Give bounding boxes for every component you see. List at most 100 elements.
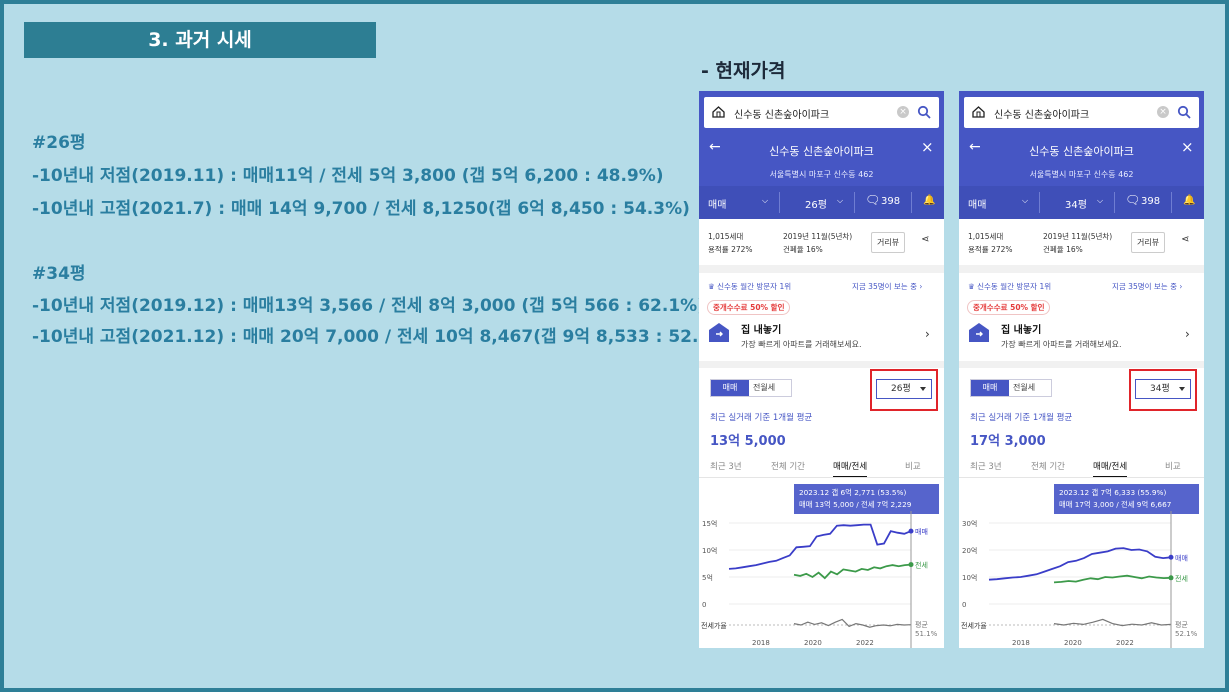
complex-info: 1,015세대 용적률 272% 2019년 11월(5년차) 건폐율 16% … bbox=[959, 223, 1204, 265]
comment-icon[interactable]: 🗨 bbox=[1125, 193, 1141, 207]
house-sell-icon bbox=[709, 323, 729, 342]
size-dropdown[interactable]: 26평 bbox=[876, 379, 932, 399]
trade-label: 매매 bbox=[1175, 554, 1188, 562]
home-icon[interactable] bbox=[712, 106, 725, 118]
filter-bar: 매매 ⌵ 26평 ⌵ 🗨 398 🔔 bbox=[699, 186, 944, 219]
tab-compare[interactable]: 비교 bbox=[1165, 462, 1181, 472]
tooltip-prices: 매매 17억 3,000 / 전세 9억 6,667 bbox=[1059, 500, 1172, 509]
y-tick-label: 10억 bbox=[702, 547, 717, 555]
back-arrow-icon[interactable]: ← bbox=[709, 139, 721, 155]
clear-icon[interactable]: × bbox=[897, 106, 909, 118]
caret-down-icon bbox=[1179, 387, 1185, 391]
search-input[interactable]: 신수동 신촌숲아이파크 bbox=[994, 110, 1090, 121]
chevron-down-icon[interactable]: ⌵ bbox=[1022, 196, 1029, 205]
trade-series-line bbox=[728, 523, 912, 570]
ratio-value: 52.1% bbox=[1175, 630, 1198, 638]
street-view-button[interactable]: 거리뷰 bbox=[871, 232, 906, 253]
search-bar[interactable]: 신수동 신촌숲아이파크 × bbox=[704, 97, 939, 128]
search-icon[interactable] bbox=[917, 105, 931, 119]
chevron-right-icon[interactable]: › bbox=[1185, 327, 1190, 341]
price-basis: 최근 실거래 기준 1개월 평균 bbox=[970, 413, 1073, 423]
street-view-button[interactable]: 거리뷰 bbox=[1131, 232, 1166, 253]
sell-home-title[interactable]: 집 내놓기 bbox=[1001, 325, 1042, 336]
ratio-series-line bbox=[1053, 618, 1172, 627]
y-tick-label: 0 bbox=[702, 601, 706, 609]
tab-trade-jeonse[interactable]: 매매/전세 bbox=[1093, 460, 1128, 478]
comment-icon[interactable]: 🗨 bbox=[865, 193, 881, 207]
app-header: 신수동 신촌숲아이파크 × ← 신수동 신촌숲아이파크 × 서울특별시 마포구 … bbox=[959, 91, 1204, 219]
ratio-axis-label: 전세가율 bbox=[701, 621, 727, 630]
visitor-rank[interactable]: ♛ 신수동 월간 방문자 1위 bbox=[968, 282, 1052, 291]
deal-type-select[interactable]: 매매 bbox=[708, 200, 727, 211]
y-tick-label: 20억 bbox=[962, 547, 977, 555]
chart-tabs: 최근 3년 전체 기간 매매/전세 비교 bbox=[959, 458, 1204, 478]
close-icon[interactable]: × bbox=[1181, 138, 1194, 156]
viewing-now[interactable]: 지금 35명이 보는 중 › bbox=[852, 282, 923, 291]
close-icon[interactable]: × bbox=[921, 138, 934, 156]
share-icon[interactable]: ⋖ bbox=[921, 234, 930, 245]
y-tick-label: 0 bbox=[962, 601, 966, 609]
ratio-value: 51.1% bbox=[915, 630, 938, 638]
visitor-rank[interactable]: ♛ 신수동 월간 방문자 1위 bbox=[708, 282, 792, 291]
price-basis: 최근 실거래 기준 1개월 평균 bbox=[710, 413, 813, 423]
deal-segment: 매매 전월세 bbox=[970, 379, 1052, 397]
note-26-low: -10년내 저점(2019.11) : 매매11억 / 전세 5억 3,800 … bbox=[32, 166, 664, 186]
tab-recent-3y[interactable]: 최근 3년 bbox=[710, 462, 742, 472]
size-dropdown[interactable]: 34평 bbox=[1135, 379, 1191, 399]
tab-recent-3y[interactable]: 최근 3년 bbox=[970, 462, 1002, 472]
chart-tabs: 최근 3년 전체 기간 매매/전세 비교 bbox=[699, 458, 944, 478]
y-tick-label: 10억 bbox=[962, 574, 977, 582]
bell-icon[interactable]: 🔔 bbox=[923, 195, 936, 206]
crown-icon: ♛ bbox=[968, 282, 978, 291]
size-dropdown-highlight: 34평 bbox=[1129, 369, 1197, 411]
chevron-down-icon[interactable]: ⌵ bbox=[1097, 196, 1104, 205]
sell-home-subtitle: 가장 빠르게 아파트를 거래해보세요. bbox=[741, 340, 862, 349]
tab-all-period[interactable]: 전체 기간 bbox=[771, 462, 805, 472]
tab-trade-jeonse[interactable]: 매매/전세 bbox=[833, 460, 868, 478]
ratio-label: 평균 bbox=[1175, 620, 1188, 629]
segment-trade[interactable]: 매매 bbox=[971, 380, 1009, 396]
avg-price: 17억 3,000 bbox=[970, 434, 1046, 449]
deal-type-select[interactable]: 매매 bbox=[968, 200, 987, 211]
chevron-down-icon[interactable]: ⌵ bbox=[762, 196, 769, 205]
tab-all-period[interactable]: 전체 기간 bbox=[1031, 462, 1065, 472]
floor-area-ratio: 용적률 272% bbox=[708, 245, 753, 254]
segment-rent[interactable]: 전월세 bbox=[1013, 383, 1036, 392]
segment-trade[interactable]: 매매 bbox=[711, 380, 749, 396]
segment-rent[interactable]: 전월세 bbox=[753, 383, 776, 392]
share-icon[interactable]: ⋖ bbox=[1181, 234, 1190, 245]
chart-tooltip: 2023.12 갭 6억 2,771 (53.5%) 매매 13억 5,000 … bbox=[794, 484, 939, 514]
search-icon[interactable] bbox=[1177, 105, 1191, 119]
complex-info: 1,015세대 용적률 272% 2019년 11월(5년차) 건폐율 16% … bbox=[699, 223, 944, 265]
search-bar[interactable]: 신수동 신촌숲아이파크 × bbox=[964, 97, 1199, 128]
comment-count[interactable]: 398 bbox=[1141, 196, 1161, 207]
bell-icon[interactable]: 🔔 bbox=[1183, 195, 1196, 206]
y-tick-label: 5억 bbox=[702, 574, 713, 582]
chevron-down-icon[interactable]: ⌵ bbox=[837, 196, 844, 205]
sell-home-title[interactable]: 집 내놓기 bbox=[741, 325, 782, 336]
jeonse-end-dot bbox=[908, 562, 914, 568]
chart-tooltip: 2023.12 갭 7억 6,333 (55.9%) 매매 17억 3,000 … bbox=[1054, 484, 1199, 514]
home-icon[interactable] bbox=[972, 106, 985, 118]
size-dropdown-highlight: 26평 bbox=[870, 369, 938, 411]
clear-icon[interactable]: × bbox=[1157, 106, 1169, 118]
jeonse-series-line bbox=[793, 563, 912, 580]
built-date: 2019년 11월(5년차) bbox=[783, 232, 853, 241]
built-date: 2019년 11월(5년차) bbox=[1043, 232, 1113, 241]
households: 1,015세대 bbox=[968, 232, 1004, 241]
size-select[interactable]: 26평 bbox=[805, 200, 827, 211]
back-arrow-icon[interactable]: ← bbox=[969, 139, 981, 155]
jeonse-label: 전세 bbox=[915, 561, 928, 570]
app-header: 신수동 신촌숲아이파크 × ← 신수동 신촌숲아이파크 × 서울특별시 마포구 … bbox=[699, 91, 944, 219]
chevron-right-icon[interactable]: › bbox=[925, 327, 930, 341]
comment-count[interactable]: 398 bbox=[881, 196, 901, 207]
tooltip-prices: 매매 13억 5,000 / 전세 7억 2,229 bbox=[799, 500, 912, 509]
search-input[interactable]: 신수동 신촌숲아이파크 bbox=[734, 110, 830, 121]
size-select[interactable]: 34평 bbox=[1065, 200, 1087, 211]
viewing-now[interactable]: 지금 35명이 보는 중 › bbox=[1112, 282, 1183, 291]
x-tick-label: 2020 bbox=[1064, 639, 1082, 647]
tab-compare[interactable]: 비교 bbox=[905, 462, 921, 472]
x-tick-label: 2022 bbox=[1116, 639, 1134, 647]
